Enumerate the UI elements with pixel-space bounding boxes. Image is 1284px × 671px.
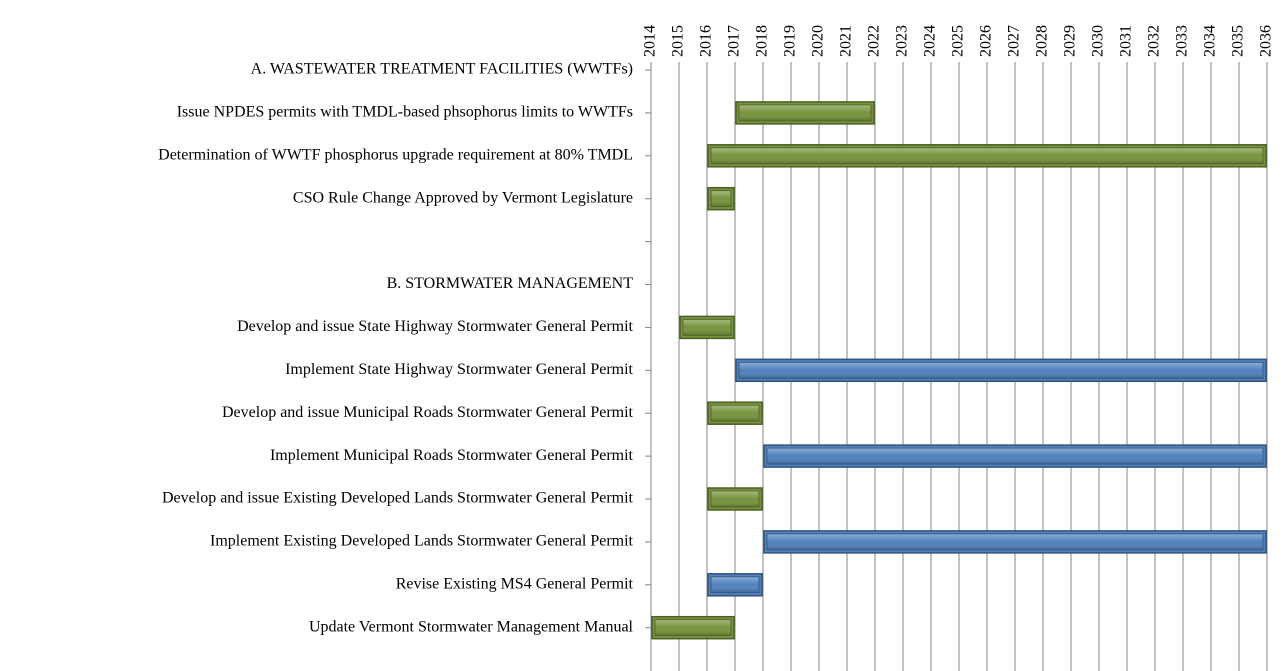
x-tick-label: 2028 xyxy=(1034,25,1051,57)
x-tick-label: 2014 xyxy=(642,25,659,57)
bar-shade xyxy=(766,533,1264,551)
bar-shade xyxy=(682,318,732,336)
y-tick-label: CSO Rule Change Approved by Vermont Legi… xyxy=(293,189,633,206)
y-tick-label: Develop and issue State Highway Stormwat… xyxy=(237,318,633,335)
bar-shade xyxy=(738,104,872,122)
x-tick-label: 2036 xyxy=(1258,25,1275,57)
y-tick-label: Develop and issue Municipal Roads Stormw… xyxy=(222,404,634,421)
x-tick-label: 2033 xyxy=(1174,25,1191,57)
x-tick-label: 2032 xyxy=(1146,25,1163,57)
bar-shade xyxy=(654,619,732,637)
y-tick-label: Develop and issue Existing Developed Lan… xyxy=(162,490,634,507)
x-tick-label: 2029 xyxy=(1062,25,1079,57)
bar-shade xyxy=(710,490,760,508)
x-tick-label: 2017 xyxy=(726,25,743,57)
x-tick-label: 2027 xyxy=(1006,25,1023,57)
bar-shade xyxy=(710,576,760,594)
bar-shade xyxy=(710,404,760,422)
x-tick-label: 2020 xyxy=(810,25,827,57)
x-tick-label: 2034 xyxy=(1202,25,1219,57)
y-tick-label: Implement State Highway Stormwater Gener… xyxy=(285,361,633,378)
x-tick-label: 2019 xyxy=(782,25,799,57)
x-tick-label: 2024 xyxy=(922,25,939,57)
x-tick-label: 2023 xyxy=(894,25,911,57)
x-tick-label: 2031 xyxy=(1118,25,1135,57)
x-tick-label: 2022 xyxy=(866,25,883,57)
bar-shade xyxy=(738,361,1264,379)
x-tick-label: 2025 xyxy=(950,25,967,57)
y-tick-label: Implement Municipal Roads Stormwater Gen… xyxy=(270,447,634,464)
x-tick-label: 2016 xyxy=(698,25,715,57)
x-tick-label: 2026 xyxy=(978,25,995,57)
x-tick-label: 2015 xyxy=(670,25,687,57)
y-tick-label: Implement Existing Developed Lands Storm… xyxy=(210,533,634,550)
bar-shade xyxy=(710,190,732,208)
bar-shade xyxy=(766,447,1264,465)
x-tick-label: 2030 xyxy=(1090,25,1107,57)
y-tick-label: Revise Existing MS4 General Permit xyxy=(396,575,634,592)
y-tick-label: Determination of WWTF phosphorus upgrade… xyxy=(158,146,633,163)
y-tick-label: B. STORMWATER MANAGEMENT xyxy=(387,275,634,292)
x-tick-label: 2021 xyxy=(838,25,855,57)
y-tick-label: A. WASTEWATER TREATMENT FACILITIES (WWTF… xyxy=(251,61,633,78)
x-tick-label: 2018 xyxy=(754,25,771,57)
y-tick-label: Update Vermont Stormwater Management Man… xyxy=(309,618,634,635)
x-tick-label: 2035 xyxy=(1230,25,1247,57)
y-tick-label: Issue NPDES permits with TMDL-based phso… xyxy=(177,104,633,121)
bar-shade xyxy=(710,147,1264,165)
